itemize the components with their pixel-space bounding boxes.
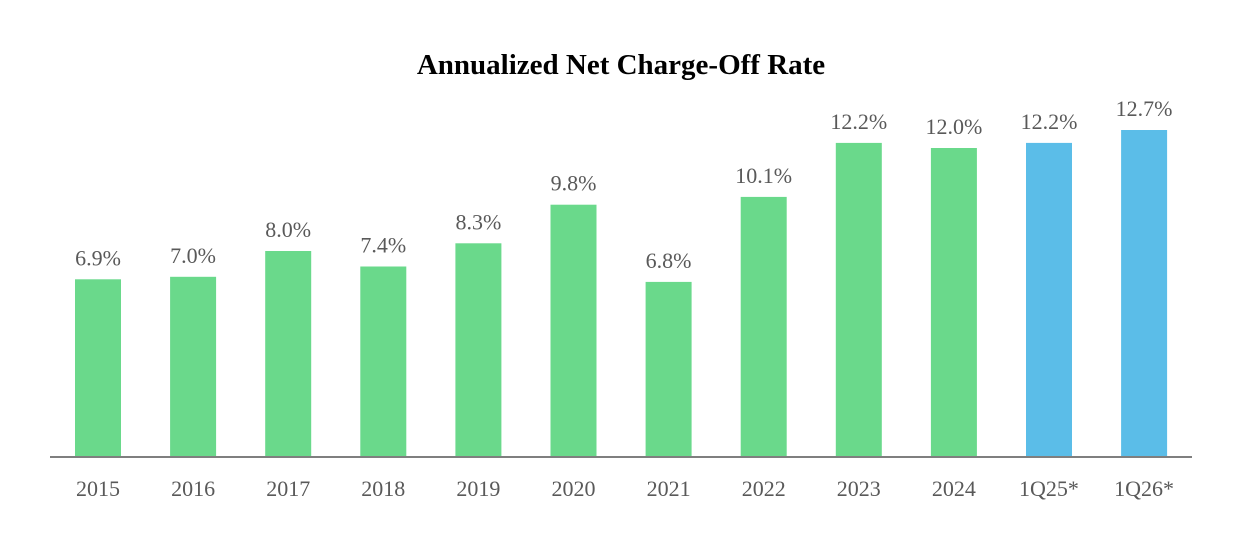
- bars-group: [75, 130, 1168, 457]
- value-label: 9.8%: [551, 171, 597, 196]
- bar-2015: [75, 279, 121, 457]
- value-label: 6.8%: [646, 248, 692, 273]
- value-label: 7.0%: [170, 243, 216, 268]
- value-label: 12.2%: [830, 109, 887, 134]
- bar-2016: [170, 276, 217, 457]
- x-tick-label: 2020: [552, 476, 596, 501]
- value-label: 7.4%: [360, 233, 406, 258]
- x-tick-label: 2022: [742, 476, 786, 501]
- bar-2017: [265, 251, 312, 457]
- value-label: 10.1%: [735, 163, 792, 188]
- bar-2018: [360, 266, 407, 457]
- value-labels-group: 6.9% 7.0% 8.0% 7.4% 8.3% 9.8% 6.8% 10.1% 12.2% 12…: [75, 96, 1172, 273]
- value-label: 12.2%: [1021, 109, 1078, 134]
- value-label: 6.9%: [75, 245, 121, 270]
- x-tick-label: 2023: [837, 476, 881, 501]
- bar-2021: [645, 281, 692, 457]
- value-label: 8.3%: [455, 209, 501, 234]
- chart-title: Annualized Net Charge-Off Rate: [417, 49, 825, 81]
- x-tick-label: 2021: [647, 476, 691, 501]
- x-tick-label: 2016: [171, 476, 215, 501]
- value-label: 8.0%: [265, 217, 311, 242]
- x-tick-label: 1Q26*: [1114, 476, 1174, 501]
- x-tick-label: 2017: [266, 476, 310, 501]
- value-label: 12.7%: [1116, 96, 1173, 121]
- x-tick-labels-group: 2015 2016 2017 2018 2019 2020 2021 2022 2023 2024…: [76, 476, 1174, 501]
- bar-2023: [835, 142, 882, 457]
- bar-1q26star: [1121, 130, 1168, 457]
- x-tick-label: 2024: [932, 476, 976, 501]
- bar-2022: [740, 196, 787, 457]
- x-tick-label: 1Q25*: [1019, 476, 1079, 501]
- bar-1q25star: [1026, 142, 1072, 457]
- bar-2019: [455, 243, 502, 457]
- x-tick-label: 2015: [76, 476, 120, 501]
- bar-2020: [550, 204, 597, 457]
- x-tick-label: 2018: [361, 476, 405, 501]
- value-label: 12.0%: [925, 114, 982, 139]
- x-tick-label: 2019: [456, 476, 500, 501]
- bar-2024: [930, 148, 977, 457]
